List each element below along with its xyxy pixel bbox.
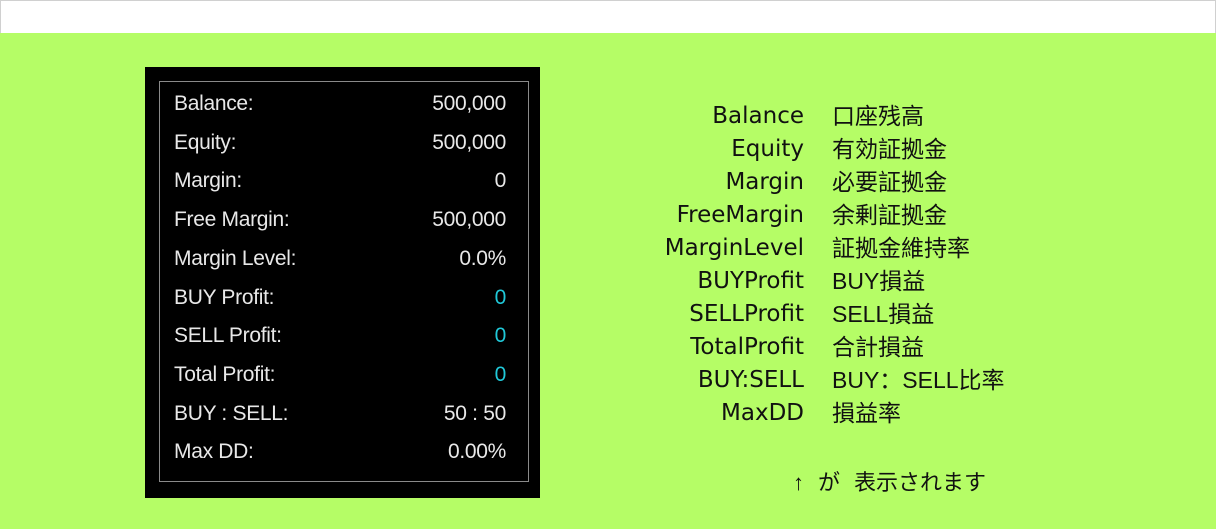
row-label: Total Profit:	[174, 362, 276, 386]
row-value: 0	[494, 169, 507, 193]
footer-particle: が	[818, 470, 841, 495]
legend-footer: ↑ が表示されます	[793, 465, 1000, 497]
legend-en: BUYProfit	[697, 268, 804, 294]
legend-jp: SELL損益	[832, 301, 935, 327]
row-label: Margin:	[174, 169, 242, 193]
row-label: BUY Profit:	[174, 285, 275, 309]
legend-item: MaxDD 損益率	[630, 397, 1050, 430]
panel-row: Margin: 0	[174, 166, 506, 196]
row-value: 0.00%	[447, 440, 506, 464]
legend-item: BUYProfit BUY損益	[630, 265, 1050, 298]
row-value: 500,000	[432, 208, 506, 232]
legend-jp: 有効証拠金	[832, 136, 947, 162]
legend-en: Equity	[731, 136, 804, 162]
panel-row: Equity: 500,000	[174, 128, 506, 158]
legend-en: FreeMargin	[676, 202, 804, 228]
row-label: Margin Level:	[174, 246, 297, 270]
legend-en: Margin	[725, 169, 804, 195]
legend-jp: 証拠金維持率	[832, 235, 970, 261]
row-value: 500,000	[432, 92, 506, 115]
legend-jp: 合計損益	[832, 334, 924, 360]
panel-frame: Balance: 500,000 Equity: 500,000 Margin: 0 Fre…	[159, 81, 529, 482]
legend-item: BUY:SELL BUY：SELL比率	[630, 364, 1050, 397]
row-label: Balance:	[174, 92, 254, 115]
legend-item: Margin 必要証拠金	[630, 166, 1050, 199]
footer-text: 表示されます	[854, 470, 987, 495]
legend-jp: BUY損益	[832, 268, 926, 294]
panel-row: BUY Profit: 0	[174, 283, 506, 313]
row-label: Free Margin:	[174, 208, 290, 232]
panel-row: SELL Profit: 0	[174, 321, 506, 351]
row-value: 0.0%	[459, 246, 506, 270]
panel-row: Balance: 500,000	[174, 89, 506, 119]
panel-row: Free Margin: 500,000	[174, 205, 506, 235]
panel-row: Max DD: 0.00%	[174, 437, 506, 467]
panel-row: Total Profit: 0	[174, 360, 506, 390]
up-arrow-icon: ↑	[793, 470, 804, 495]
panel-row: BUY : SELL: 50 : 50	[174, 399, 506, 429]
row-value: 0	[494, 324, 507, 348]
row-value: 500,000	[432, 130, 506, 154]
row-label: Max DD:	[174, 440, 254, 464]
legend-jp: BUY：SELL比率	[832, 367, 1005, 393]
legend-en: TotalProfit	[690, 334, 804, 360]
legend-jp: 必要証拠金	[832, 169, 947, 195]
row-value: 0	[494, 362, 507, 386]
legend-item: MarginLevel 証拠金維持率	[630, 232, 1050, 265]
legend-en: Balance	[712, 103, 804, 129]
legend-item: Equity 有効証拠金	[630, 133, 1050, 166]
row-value: 0	[494, 285, 507, 309]
legend-item: FreeMargin 余剰証拠金	[630, 199, 1050, 232]
legend-jp: 口座残高	[832, 103, 924, 129]
legend-item: SELLProfit SELL損益	[630, 298, 1050, 331]
account-info-panel: Balance: 500,000 Equity: 500,000 Margin: 0 Fre…	[145, 67, 540, 498]
top-bar	[0, 0, 1216, 33]
panel-row: Margin Level: 0.0%	[174, 244, 506, 274]
legend-en: MarginLevel	[664, 235, 804, 261]
row-label: BUY : SELL:	[174, 401, 289, 425]
legend-jp: 損益率	[832, 400, 901, 426]
row-label: Equity:	[174, 130, 237, 154]
legend-en: MaxDD	[721, 400, 804, 426]
row-label: SELL Profit:	[174, 324, 282, 348]
legend-item: Balance 口座残高	[630, 100, 1050, 133]
legend-jp: 余剰証拠金	[832, 202, 947, 228]
legend-en: BUY:SELL	[697, 367, 804, 393]
legend-en: SELLProfit	[689, 301, 804, 327]
row-value: 50 : 50	[443, 401, 506, 425]
legend-item: TotalProfit 合計損益	[630, 331, 1050, 364]
